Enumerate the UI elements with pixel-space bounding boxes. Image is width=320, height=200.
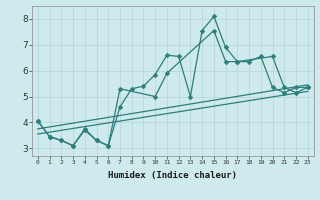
X-axis label: Humidex (Indice chaleur): Humidex (Indice chaleur): [108, 171, 237, 180]
